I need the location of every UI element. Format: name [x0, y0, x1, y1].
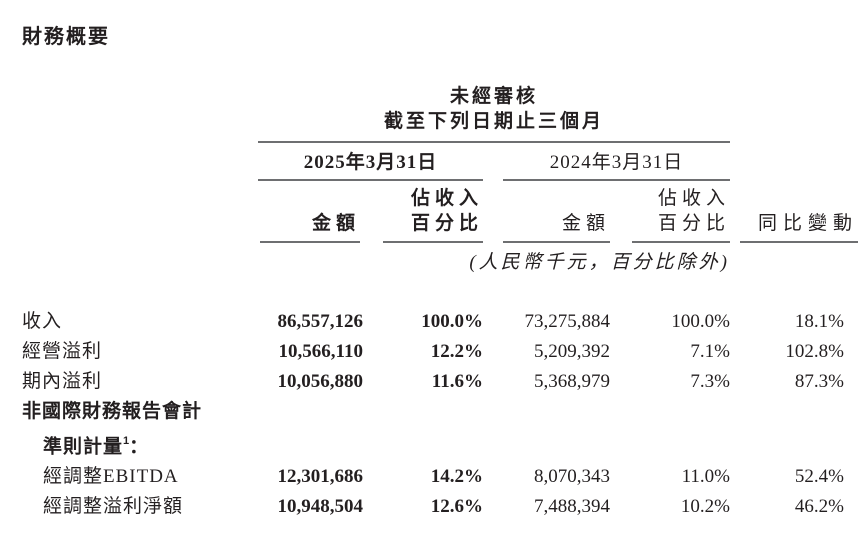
amount-2024: 5,368,979 — [534, 371, 610, 392]
unit-note-row: (人民幣千元，百分比除外) — [22, 243, 858, 281]
table-header-row-top: 未經審核 截至下列日期止三個月 — [22, 70, 858, 143]
unaudited-period-header: 未經審核 截至下列日期止三個月 — [258, 70, 730, 143]
pct-of-revenue-2024-header: 佔收入 百分比 — [632, 186, 730, 243]
amount-2024: 73,275,884 — [524, 311, 611, 332]
period-2024-header: 2024年3月31日 — [503, 147, 730, 181]
amount-2024-header: 金額 — [503, 211, 610, 243]
table-header-row-dates: 2025年3月31日 2024年3月31日 — [22, 142, 858, 181]
empty-cell — [730, 142, 858, 181]
page-title: 財務概要 — [22, 26, 110, 48]
amount-2025: 10,056,880 — [277, 371, 364, 392]
pct-2024: 100.0% — [671, 311, 730, 332]
three-months-ended-label: 截至下列日期止三個月 — [383, 111, 604, 132]
pct-2024-header-cell: 佔收入 百分比 — [610, 181, 730, 243]
pct-2025: 12.6% — [430, 496, 483, 518]
pct-header-line2: 百分比 — [657, 213, 730, 234]
amount-2024: 8,070,343 — [534, 466, 610, 488]
footnote-ref: 1 — [123, 435, 130, 447]
pct-2025: 14.2% — [430, 466, 483, 488]
section-label-line1: 非國際財務報告會計 — [22, 401, 203, 422]
amount-2025-header-cell: 金額 — [258, 181, 363, 243]
row-label: 期內溢利 — [22, 371, 103, 392]
pct-2025-header-cell: 佔收入 百分比 — [363, 181, 483, 243]
table-row-profit-for-period: 期內溢利 10,056,880 11.6% 5,368,979 7.3% 87.… — [22, 367, 858, 397]
yoy-change: 102.8% — [785, 341, 844, 362]
table-header-row-subcolumns: 金額 佔收入 百分比 金額 佔收入 百分比 同比變動 — [22, 181, 858, 243]
row-label: 收入 — [22, 311, 63, 332]
empty-cell — [730, 70, 858, 142]
pct-2025: 100.0% — [421, 311, 483, 332]
period-2024-cell: 2024年3月31日 — [483, 142, 730, 181]
amount-2024: 5,209,392 — [534, 341, 610, 362]
pct-2024: 11.0% — [681, 466, 730, 488]
financial-summary-table: 未經審核 截至下列日期止三個月 2025年3月31日 2024年3月31日 金額… — [22, 70, 858, 522]
amount-2024: 7,488,394 — [534, 496, 610, 518]
empty-cell — [730, 243, 858, 281]
empty-cell — [22, 181, 258, 243]
spacer-row — [22, 281, 858, 307]
yoy-header-cell: 同比變動 — [730, 181, 858, 243]
table-row-operating-profit: 經營溢利 10,566,110 12.2% 5,209,392 7.1% 102… — [22, 337, 858, 367]
yoy-change: 18.1% — [794, 311, 844, 332]
pct-2024: 10.2% — [680, 496, 730, 518]
period-2025-header: 2025年3月31日 — [258, 147, 483, 181]
yoy-change: 87.3% — [794, 371, 844, 392]
period-2025-cell: 2025年3月31日 — [258, 142, 483, 181]
empty-cell — [22, 243, 258, 281]
section-label: 非國際財務報告會計 準則計量1： — [22, 397, 858, 462]
pct-2024: 7.3% — [690, 371, 730, 392]
amount-2024-header-cell: 金額 — [483, 181, 610, 243]
amount-2025: 12,301,686 — [277, 466, 364, 488]
amount-2025: 10,948,504 — [277, 496, 364, 518]
pct-header-line1: 佔收入 — [657, 188, 730, 209]
row-label: 經營溢利 — [22, 341, 103, 362]
row-label: 經調整EBITDA — [43, 466, 179, 488]
yoy-change-header: 同比變動 — [740, 211, 858, 243]
pct-header-line1: 佔收入 — [410, 188, 483, 209]
table-row-adjusted-net-profit: 經調整溢利淨額 10,948,504 12.6% 7,488,394 10.2%… — [22, 492, 858, 522]
unit-note: (人民幣千元，百分比除外) — [469, 252, 730, 273]
amount-2025: 86,557,126 — [277, 311, 364, 332]
pct-header-line2: 百分比 — [410, 213, 483, 234]
empty-cell — [22, 142, 258, 181]
pct-2025: 11.6% — [431, 371, 483, 392]
table-row-revenue: 收入 86,557,126 100.0% 73,275,884 100.0% 1… — [22, 307, 858, 337]
section-label-colon: ： — [129, 436, 150, 458]
section-label-line2: 準則計量1： — [22, 427, 858, 462]
amount-2025: 10,566,110 — [278, 341, 363, 362]
yoy-change: 52.4% — [794, 466, 844, 488]
empty-cell — [22, 70, 258, 142]
table-row-non-ifrs-section: 非國際財務報告會計 準則計量1： — [22, 397, 858, 462]
section-label-text: 準則計量 — [43, 436, 124, 458]
pct-of-revenue-2025-header: 佔收入 百分比 — [383, 186, 483, 243]
amount-2025-header: 金額 — [260, 211, 360, 243]
pct-2025: 12.2% — [430, 341, 483, 362]
unaudited-label: 未經審核 — [449, 86, 538, 107]
table-row-adjusted-ebitda: 經調整EBITDA 12,301,686 14.2% 8,070,343 11.… — [22, 462, 858, 492]
pct-2024: 7.1% — [690, 341, 730, 362]
yoy-change: 46.2% — [794, 496, 844, 518]
row-label: 經調整溢利淨額 — [43, 496, 184, 518]
